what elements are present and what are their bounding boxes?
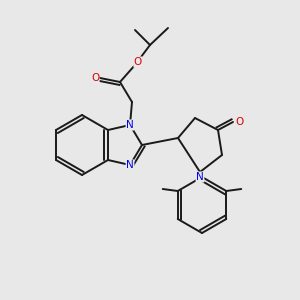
Text: N: N <box>196 172 204 182</box>
Text: N: N <box>126 160 134 170</box>
Text: N: N <box>126 120 134 130</box>
Text: O: O <box>134 57 142 67</box>
Text: O: O <box>235 117 243 127</box>
Text: O: O <box>91 73 99 83</box>
